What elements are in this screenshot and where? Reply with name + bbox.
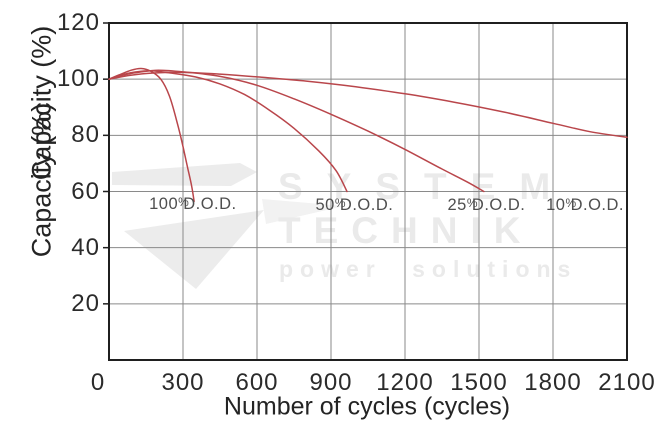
curve-10-dod	[108, 71, 628, 139]
curve-100-dod	[108, 67, 195, 203]
dod-label-100: 100% D.O.D.	[149, 194, 237, 213]
x-tick-label: 300	[161, 369, 205, 396]
x-tick-label: 1200	[376, 369, 434, 396]
percent-sign: %	[178, 194, 190, 209]
watermark-text-technik: TECHNIK	[278, 210, 534, 251]
y-tick-label: 100	[56, 65, 100, 93]
x-tick-label: 600	[235, 369, 279, 396]
y-tick-label: 20	[71, 289, 100, 317]
x-axis-title: Number of cycles (cycles)	[223, 392, 511, 421]
x-tick-label: 0	[90, 369, 106, 396]
plot-frame	[108, 22, 628, 361]
dod-label-50: 50% D.O.D.	[315, 195, 394, 214]
curve-25-dod	[108, 69, 485, 193]
curve-50-dod	[108, 69, 348, 193]
y-tick-label: 40	[71, 233, 100, 261]
x-tick-label: 900	[309, 369, 353, 396]
y-tick-label: 120	[56, 9, 100, 36]
dod-label-25: 25% D.O.D.	[447, 195, 526, 214]
percent-sign: %	[466, 195, 478, 210]
percent-sign: %	[334, 195, 347, 210]
percent-sign: %	[565, 195, 577, 210]
x-tick-label: 2100	[598, 369, 656, 396]
y-tick-label: 60	[71, 177, 100, 205]
dod-label-10: 10% D.O.D.	[546, 195, 624, 214]
y-axis-title-duplicate: Capacity (%)	[26, 25, 57, 181]
x-tick-label: 1800	[524, 369, 582, 396]
y-tick-label: 80	[71, 121, 100, 149]
watermark-text-solutions: power solutions	[279, 256, 578, 282]
watermark-text-system: SYSTEM	[278, 166, 575, 207]
x-tick-label: 1500	[450, 369, 508, 396]
